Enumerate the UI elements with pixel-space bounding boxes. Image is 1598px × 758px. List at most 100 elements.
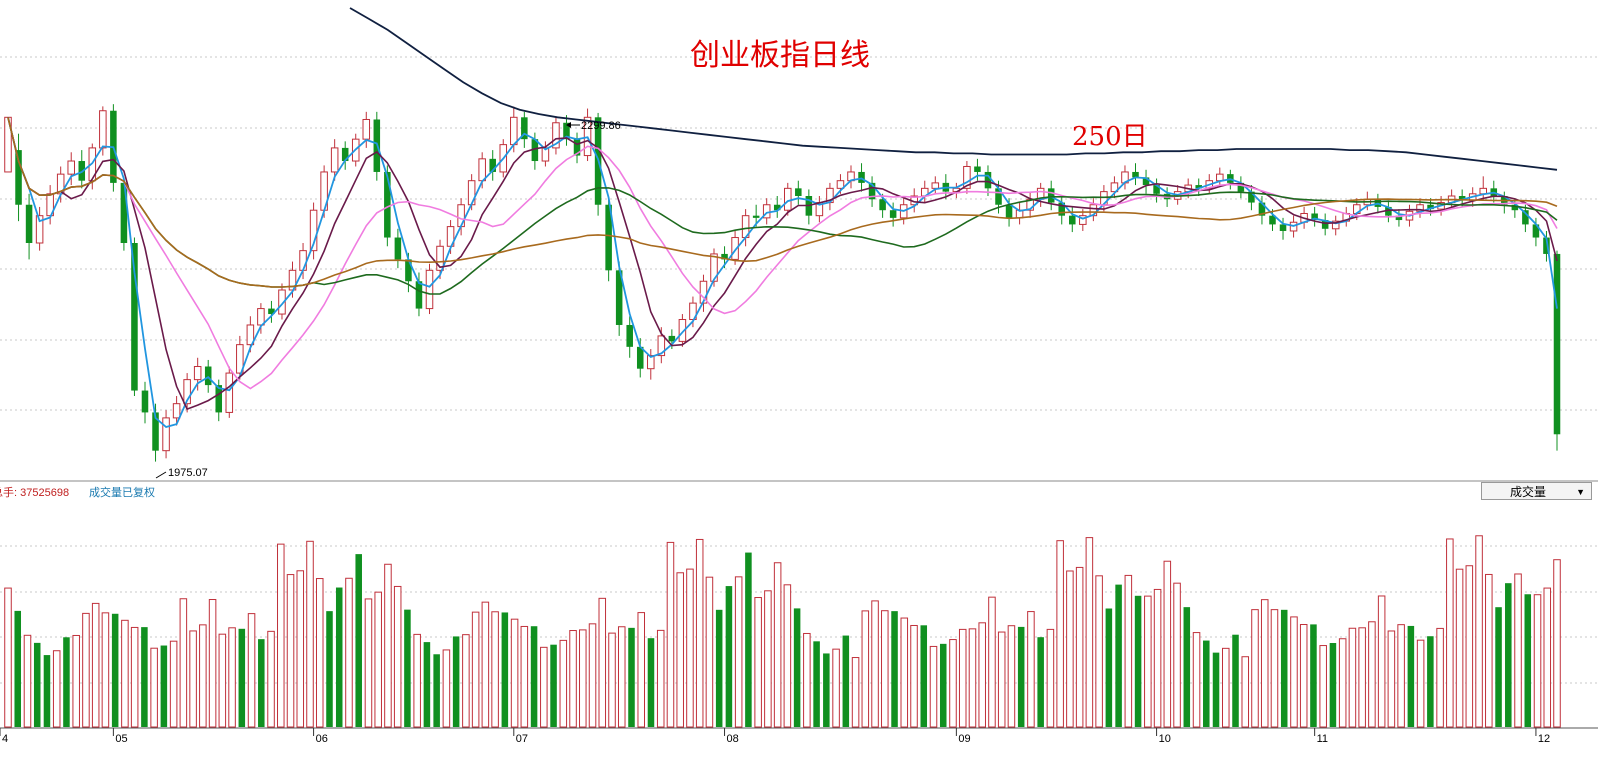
candle-body	[784, 187, 792, 211]
volume-bar	[861, 610, 870, 728]
candle-body	[858, 171, 865, 183]
candle	[1522, 204, 1529, 233]
volume-bar	[1455, 568, 1464, 728]
volume-bar	[1163, 560, 1172, 728]
volume-value: 37525698	[20, 487, 69, 499]
candle	[773, 196, 781, 218]
month-label: 09	[958, 733, 970, 745]
volume-bar	[1524, 594, 1532, 727]
volume-bar	[695, 538, 704, 728]
candle-body	[573, 139, 581, 156]
volume-bar	[686, 568, 694, 728]
candle-body	[1110, 182, 1119, 193]
volume-bar	[1553, 559, 1561, 728]
volume-bar	[1183, 607, 1191, 727]
candle	[394, 228, 402, 269]
volume-bar	[1543, 587, 1552, 728]
candle	[67, 152, 75, 186]
candle	[1331, 215, 1340, 236]
candle	[236, 335, 244, 380]
candle-body	[384, 171, 391, 238]
volume-bar	[189, 630, 197, 728]
volume-bar	[510, 618, 519, 728]
candle	[415, 272, 423, 317]
dropdown-label: 成交量	[1510, 485, 1547, 499]
candle	[489, 150, 496, 181]
candle-body	[131, 243, 138, 391]
candle-body	[773, 204, 781, 211]
candle	[1237, 176, 1245, 199]
volume-bar	[111, 613, 119, 727]
candle-body	[1331, 220, 1340, 230]
candle-body	[278, 289, 286, 315]
candle	[1532, 217, 1540, 247]
volume-bar	[1173, 582, 1181, 728]
volume-bar	[803, 632, 811, 728]
candle-body	[1258, 202, 1266, 216]
volume-indicator-dropdown[interactable]: 成交量 ▼	[1481, 482, 1592, 500]
volume-bar	[608, 632, 616, 728]
candle-body	[531, 139, 539, 162]
volume-bar	[1222, 647, 1230, 728]
candle	[826, 182, 834, 211]
candle-body	[647, 355, 655, 370]
volume-bar	[326, 611, 333, 727]
chevron-down-icon: ▼	[1576, 487, 1585, 497]
candle-body	[678, 319, 687, 342]
moving-averages	[7, 7, 1558, 428]
candle	[341, 141, 349, 170]
candle	[1110, 176, 1119, 199]
volume-bar	[1232, 634, 1239, 727]
candle-body	[931, 182, 940, 189]
candle	[552, 117, 560, 155]
volume-bar	[823, 653, 830, 727]
volume-bar	[793, 608, 801, 727]
volume-info: 总手: 37525698 成交量已复权	[0, 485, 155, 499]
candle	[330, 139, 339, 181]
month-label: 05	[115, 733, 127, 745]
candle-body	[425, 269, 434, 310]
candle-body	[204, 366, 212, 386]
candle	[731, 230, 739, 265]
candle-body	[1532, 224, 1540, 238]
candle-body	[1553, 253, 1561, 435]
candle	[1248, 185, 1255, 211]
candle-body	[162, 417, 170, 452]
volume-bar	[968, 628, 977, 728]
candle	[1195, 178, 1202, 196]
candle	[762, 198, 771, 225]
volume-bar	[1348, 627, 1357, 728]
candle	[678, 314, 687, 347]
candle	[1553, 250, 1561, 451]
candle-body	[752, 215, 760, 218]
volume-bar	[1085, 537, 1094, 728]
volume-bar	[598, 597, 607, 728]
candle-body	[1427, 204, 1434, 210]
candle	[583, 108, 592, 162]
volume-bar	[121, 619, 129, 728]
candle-body	[1311, 213, 1318, 221]
volume-bar	[1212, 652, 1220, 727]
volume-bar	[1533, 594, 1542, 728]
volume-bar	[1407, 625, 1415, 727]
volume-status: 成交量已复权	[89, 485, 155, 499]
volume-bar	[725, 586, 733, 727]
candle-body	[67, 160, 75, 175]
candle	[563, 115, 570, 146]
candle-body	[510, 116, 518, 146]
volume-bar	[1241, 656, 1250, 728]
candle-body	[1543, 237, 1550, 254]
volume-bar	[14, 610, 22, 727]
candle-body	[1269, 215, 1276, 225]
candle	[1026, 191, 1034, 218]
volume-bar	[1075, 566, 1084, 728]
month-label: 06	[316, 733, 328, 745]
volume-bar	[43, 655, 51, 727]
candle	[1142, 169, 1150, 194]
candle	[99, 106, 107, 156]
candle	[889, 202, 897, 227]
volume-bar	[345, 577, 353, 728]
volume-bar	[491, 611, 499, 728]
candle	[974, 158, 981, 181]
